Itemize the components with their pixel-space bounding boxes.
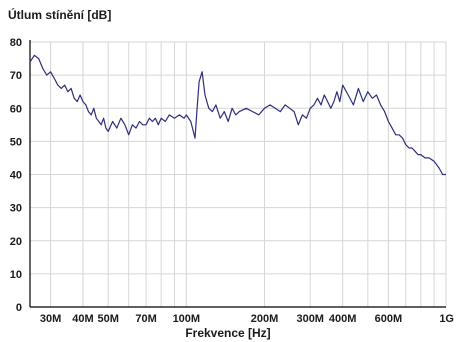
x-tick-label: 100M — [173, 313, 201, 325]
x-tick-labels: 30M 40M 50M 70M 100M 200M 300M 400M 600M 1G — [40, 313, 454, 325]
y-tick-label: 40 — [10, 170, 22, 182]
y-tick-label: 10 — [10, 269, 22, 281]
x-tick-label: 70M — [135, 313, 156, 325]
y-tick-label: 20 — [10, 236, 22, 248]
y-tick-label: 30 — [10, 203, 22, 215]
y-tick-label: 80 — [10, 37, 22, 49]
series-group — [29, 54, 446, 176]
y-tick-label: 0 — [16, 302, 22, 314]
x-tick-label: 300M — [296, 313, 324, 325]
y-tick-label: 50 — [10, 136, 22, 148]
x-tick-label: 40M — [72, 313, 93, 325]
axes — [29, 40, 446, 308]
x-tick-label: 50M — [97, 313, 118, 325]
x-tick-label: 400M — [329, 313, 357, 325]
y-tick-label: 60 — [10, 103, 22, 115]
x-tick-label: 30M — [40, 313, 61, 325]
y-tick-label: 70 — [10, 70, 22, 82]
grid-lines — [30, 41, 447, 308]
series-line — [29, 54, 446, 176]
y-axis-title: Útlum stínění [dB] — [8, 8, 112, 22]
x-tick-label: 1G — [439, 313, 454, 325]
x-tick-label: 600M — [375, 313, 403, 325]
x-tick-label: 200M — [251, 313, 279, 325]
x-axis-title: Frekvence [Hz] — [185, 326, 271, 340]
y-tick-labels: 0 10 20 30 40 50 60 70 80 — [10, 37, 22, 314]
